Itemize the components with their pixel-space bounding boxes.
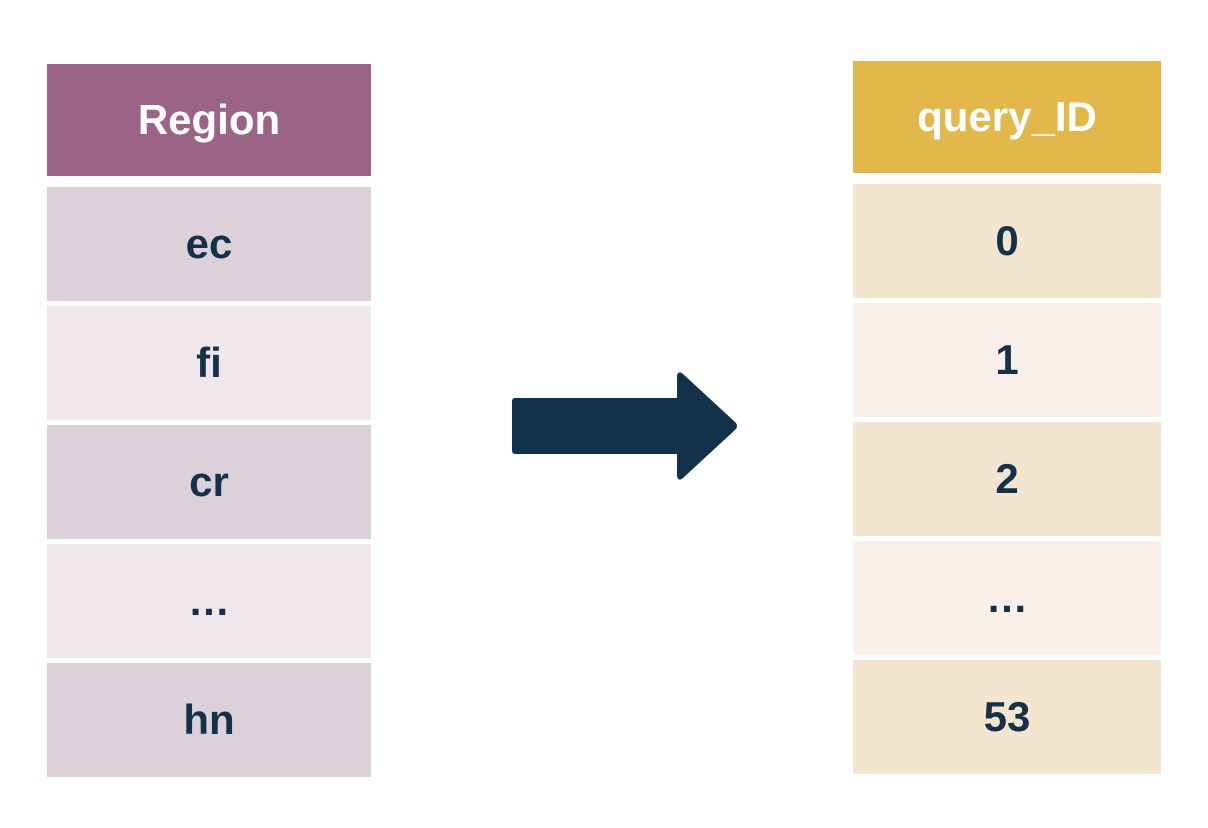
query-id-row: …: [853, 541, 1161, 655]
region-row: cr: [47, 425, 371, 539]
region-row: fi: [47, 306, 371, 420]
query-id-header: query_ID: [853, 61, 1161, 173]
query-id-row: 0: [853, 184, 1161, 298]
region-table: Region ec fi cr … hn: [47, 64, 371, 777]
query-id-row: 53: [853, 660, 1161, 774]
query-id-row: 2: [853, 422, 1161, 536]
region-header: Region: [47, 64, 371, 176]
region-row: ec: [47, 187, 371, 301]
region-row: hn: [47, 663, 371, 777]
query-id-table: query_ID 0 1 2 … 53: [853, 61, 1161, 774]
query-id-row: 1: [853, 303, 1161, 417]
region-row: …: [47, 544, 371, 658]
right-arrow-icon: [512, 372, 737, 480]
